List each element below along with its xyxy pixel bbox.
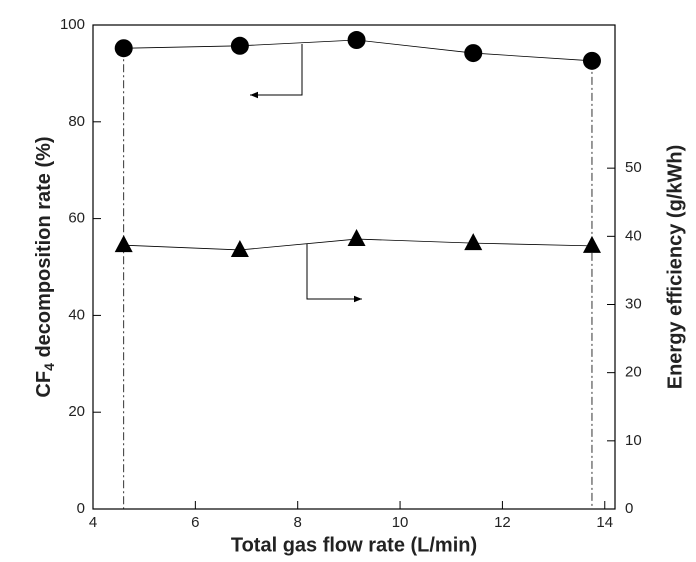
y-axis-title-sub: 4 xyxy=(41,363,57,371)
arrow-left xyxy=(250,44,303,99)
y-axis-title-part: decomposition rate (%) xyxy=(33,136,55,363)
triangle-point xyxy=(582,235,601,253)
triangle-point xyxy=(347,229,366,247)
triangle-point xyxy=(230,239,249,257)
y-axis-title: CF4 decomposition rate (%) xyxy=(33,136,56,397)
y-tick-label: 0 xyxy=(77,500,85,517)
y2-tick-label: 20 xyxy=(625,364,642,381)
circle-point xyxy=(464,44,483,63)
y2-tick-label: 0 xyxy=(625,500,633,517)
arrow-right xyxy=(306,244,362,303)
x-tick-label: 14 xyxy=(596,514,613,531)
x-tick-label: 8 xyxy=(294,514,302,531)
y2-axis-title: Energy efficiency (g/kWh) xyxy=(664,145,686,390)
circle-point xyxy=(347,31,366,50)
y2-tick-label: 40 xyxy=(625,227,642,244)
y-tick-label: 20 xyxy=(68,403,85,420)
circle-point xyxy=(582,51,601,70)
x-tick-label: 10 xyxy=(392,514,409,531)
y2-tick-label: 50 xyxy=(625,159,642,176)
x-tick-label: 6 xyxy=(191,514,199,531)
circle-point xyxy=(230,36,249,55)
y2-tick-label: 30 xyxy=(625,295,642,312)
y-axis-title-part: CF xyxy=(33,371,55,398)
y-tick-label: 40 xyxy=(68,306,85,323)
y-tick-label: 80 xyxy=(68,113,85,130)
circle-point xyxy=(114,39,133,58)
x-axis-title: Total gas flow rate (L/min) xyxy=(231,534,477,556)
y-tick-label: 60 xyxy=(68,210,85,227)
x-tick-label: 4 xyxy=(89,514,97,531)
y2-tick-label: 10 xyxy=(625,432,642,449)
y-tick-label: 100 xyxy=(60,16,85,33)
triangle-point xyxy=(464,233,483,251)
triangle-point xyxy=(114,235,133,253)
x-tick-label: 12 xyxy=(494,514,511,531)
plot-frame xyxy=(92,24,616,510)
